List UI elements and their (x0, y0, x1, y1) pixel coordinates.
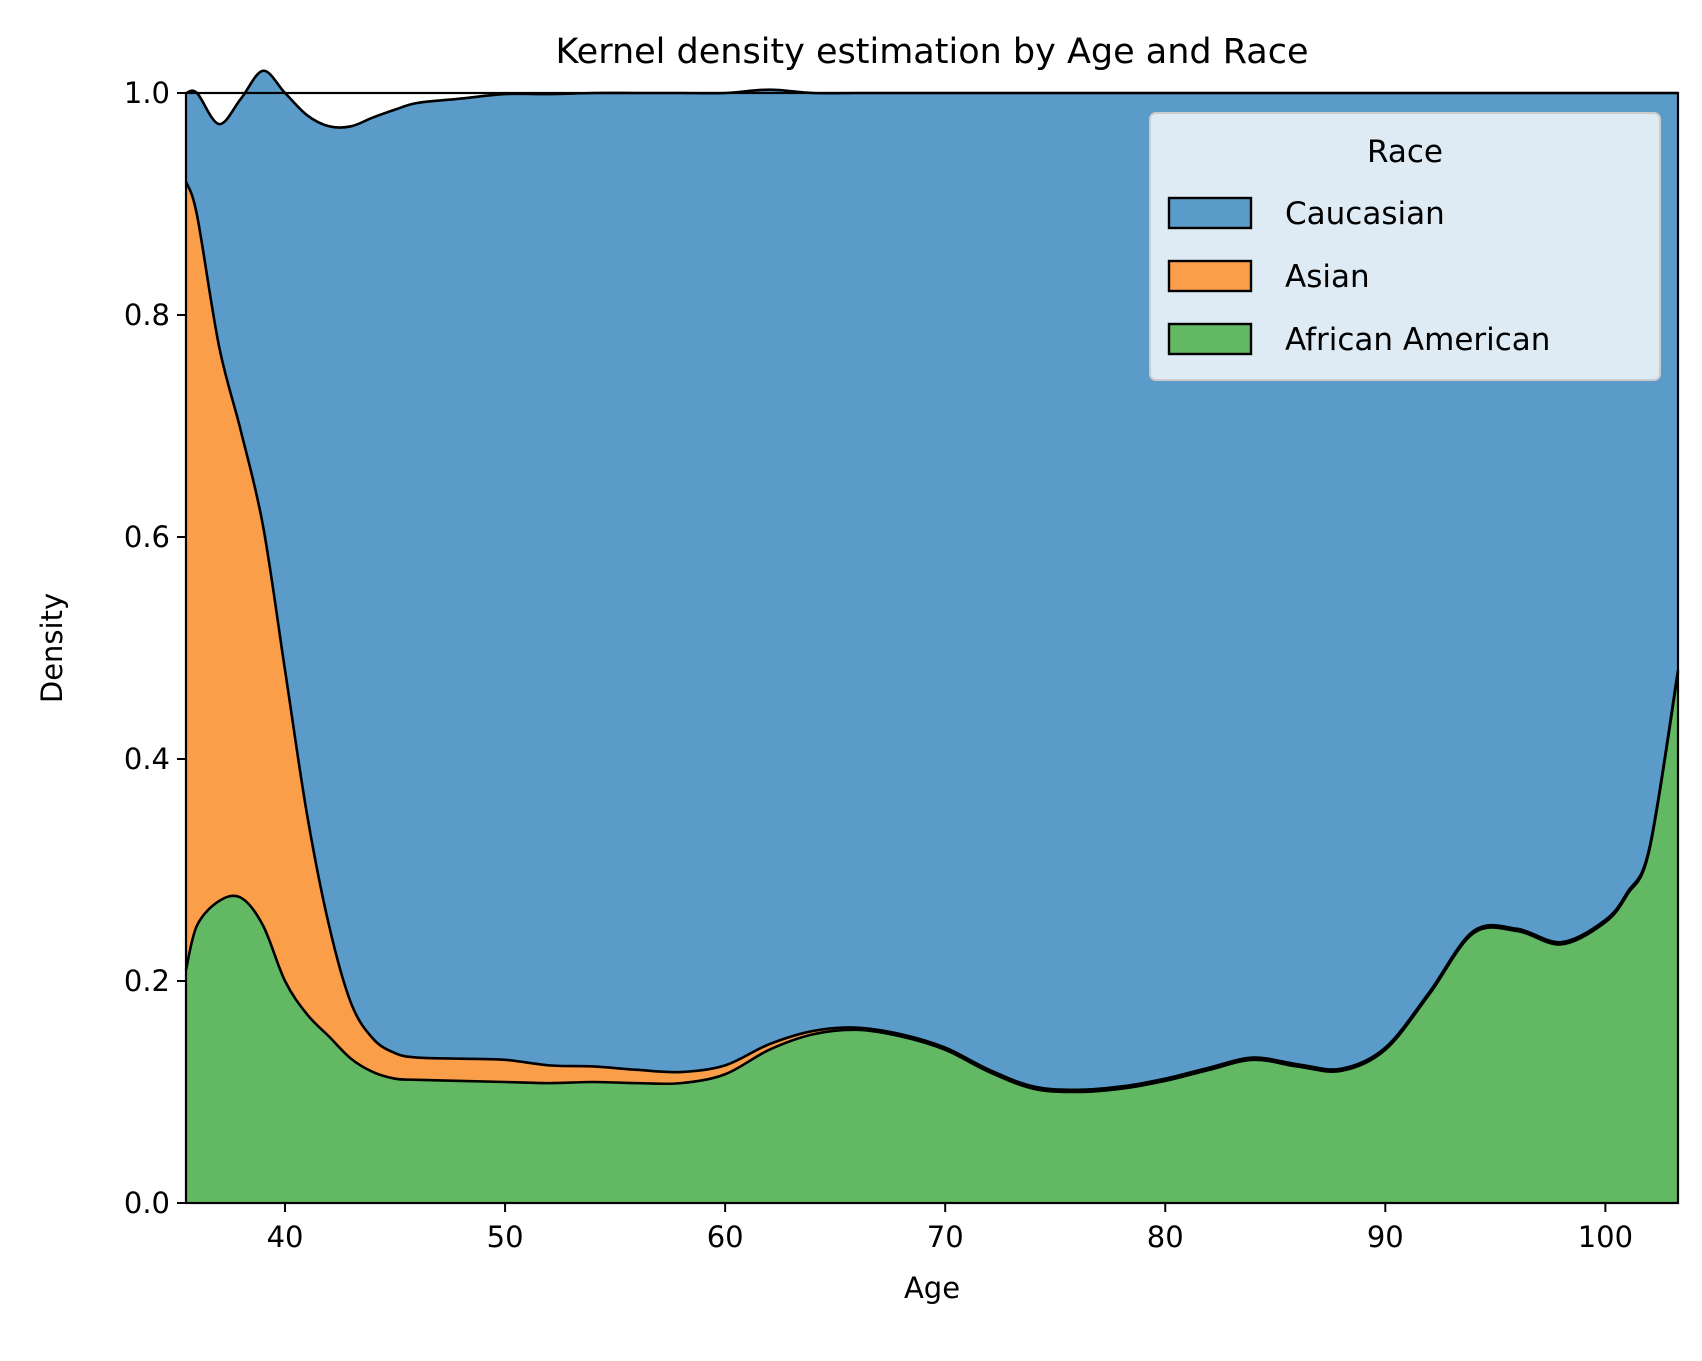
chart-title: Kernel density estimation by Age and Rac… (555, 32, 1308, 72)
legend-label-asian: Asian (1285, 259, 1370, 295)
area-african-american (186, 672, 1678, 1203)
y-tick-label: 0.2 (124, 964, 170, 998)
x-axis-title: Age (904, 1271, 960, 1305)
legend-swatch-african-american (1167, 322, 1253, 356)
x-tick-label: 90 (1367, 1220, 1404, 1254)
y-tick-label: 0.8 (124, 298, 170, 332)
legend-label-caucasian: Caucasian (1285, 196, 1445, 232)
x-tick-label: 70 (927, 1220, 964, 1254)
x-tick-label: 100 (1578, 1220, 1633, 1254)
plot-frame (184, 91, 1680, 1205)
legend-frame (1149, 112, 1661, 381)
x-axis: 40 50 60 70 80 90 100 (267, 1203, 1633, 1254)
y-tick-label: 0.0 (124, 1186, 170, 1220)
legend-swatch-asian (1167, 259, 1253, 293)
y-tick-label: 0.6 (124, 520, 170, 554)
y-axis: 0.0 0.2 0.4 0.6 0.8 1.0 (124, 76, 186, 1220)
x-tick-label: 80 (1147, 1220, 1184, 1254)
x-tick-label: 50 (487, 1220, 524, 1254)
outline-asian (184, 181, 1680, 1092)
outline-african-american (184, 672, 1680, 1094)
legend-title: Race (1367, 134, 1443, 170)
y-tick-label: 1.0 (124, 76, 170, 110)
legend-swatch-caucasian (1167, 196, 1253, 230)
legend-label-african-american: African American (1285, 322, 1550, 358)
area-asian (186, 181, 1678, 1093)
legend: Race Caucasian Asian African American (1149, 112, 1661, 381)
y-axis-title: Density (35, 593, 69, 703)
y-tick-label: 0.4 (124, 742, 170, 776)
legend-items: Caucasian Asian African American (1167, 196, 1550, 358)
x-tick-label: 60 (707, 1220, 744, 1254)
x-tick-label: 40 (267, 1220, 304, 1254)
